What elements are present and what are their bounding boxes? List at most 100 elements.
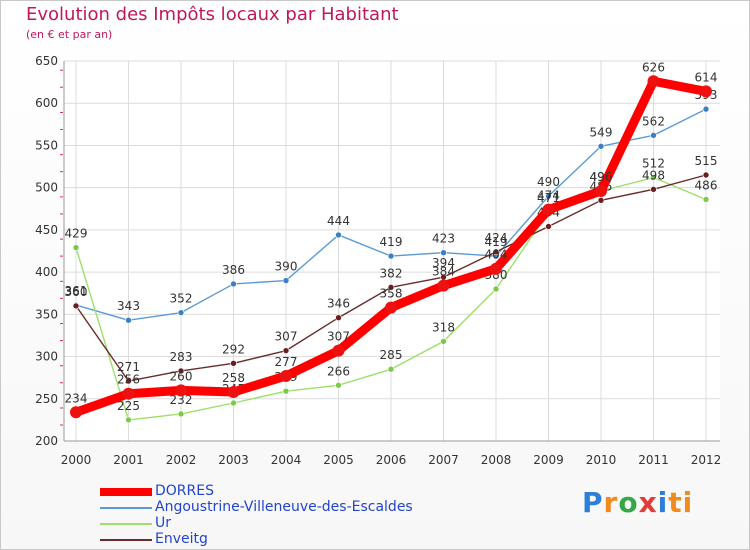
- data-point-angoustrine-villeneuve-des-escaldes: [177, 309, 185, 316]
- data-point-ur: [282, 387, 290, 395]
- data-point-enveitg: [650, 186, 657, 193]
- data-label-dorres: 258: [222, 371, 245, 385]
- plot-area: [64, 61, 720, 441]
- data-label-angoustrine-villeneuve-des-escaldes: 419: [380, 235, 403, 249]
- data-point-enveitg: [72, 302, 80, 310]
- data-point-angoustrine-villeneuve-des-escaldes: [650, 132, 657, 139]
- y-tick-label: 300: [35, 350, 58, 364]
- data-label-dorres: 358: [380, 287, 403, 301]
- data-label-dorres: 626: [642, 60, 665, 74]
- data-point-angoustrine-villeneuve-des-escaldes: [335, 231, 342, 239]
- data-label-angoustrine-villeneuve-des-escaldes: 444: [327, 214, 350, 228]
- legend-swatch: [100, 539, 152, 541]
- x-tick-label: 2004: [271, 453, 302, 467]
- data-label-dorres: 496: [590, 170, 613, 184]
- data-point-ur: [335, 381, 342, 389]
- legend-swatch: [100, 523, 152, 525]
- legend-label: Ur: [155, 515, 172, 531]
- data-point-ur: [650, 174, 657, 181]
- data-label-enveitg: 271: [117, 360, 140, 374]
- data-point-dorres: [542, 203, 555, 216]
- y-tick-label: 450: [35, 223, 58, 237]
- data-point-enveitg: [335, 314, 342, 322]
- data-label-angoustrine-villeneuve-des-escaldes: 419: [485, 235, 508, 249]
- data-label-enveitg: 424: [485, 231, 508, 245]
- data-label-dorres: 404: [485, 248, 508, 262]
- data-point-dorres: [332, 344, 345, 357]
- data-point-angoustrine-villeneuve-des-escaldes: [282, 277, 290, 284]
- legend-swatch: [100, 488, 152, 496]
- data-label-enveitg: 346: [327, 297, 350, 311]
- data-label-dorres: 474: [537, 189, 560, 203]
- data-point-ur: [492, 285, 500, 293]
- data-point-ur: [440, 338, 447, 345]
- data-label-ur: 225: [117, 399, 140, 413]
- x-tick-label: 2002: [166, 453, 197, 467]
- data-label-ur: 318: [432, 320, 455, 334]
- data-label-enveitg: 360: [65, 285, 88, 299]
- x-tick-label: 2009: [533, 453, 564, 467]
- data-point-dorres: [595, 185, 607, 198]
- data-label-enveitg: 515: [695, 154, 718, 168]
- data-label-angoustrine-villeneuve-des-escaldes: 343: [117, 299, 140, 313]
- data-point-dorres: [122, 387, 135, 400]
- data-point-angoustrine-villeneuve-des-escaldes: [545, 192, 552, 200]
- data-label-enveitg: 307: [275, 330, 298, 344]
- data-label-dorres: 234: [65, 391, 88, 405]
- data-point-dorres: [647, 75, 660, 88]
- legend-label: Angoustrine-Villeneuve-des-Escaldes: [155, 499, 413, 515]
- data-label-dorres: 614: [695, 70, 718, 84]
- data-point-angoustrine-villeneuve-des-escaldes: [440, 249, 447, 256]
- data-point-dorres: [700, 85, 712, 98]
- data-point-dorres: [280, 369, 292, 382]
- x-tick-label: 2012: [691, 453, 722, 467]
- data-label-angoustrine-villeneuve-des-escaldes: 352: [170, 292, 193, 306]
- data-label-angoustrine-villeneuve-des-escaldes: 386: [222, 263, 245, 277]
- y-tick-label: 400: [35, 265, 58, 279]
- data-point-dorres: [70, 406, 82, 419]
- y-tick-label: 600: [35, 96, 58, 110]
- data-point-dorres: [175, 384, 187, 397]
- data-label-angoustrine-villeneuve-des-escaldes: 490: [537, 175, 560, 189]
- data-point-ur: [72, 244, 80, 251]
- data-point-enveitg: [387, 284, 395, 291]
- y-tick-label: 500: [35, 181, 58, 195]
- data-point-ur: [177, 410, 185, 418]
- data-point-enveitg: [492, 248, 500, 256]
- data-label-enveitg: 283: [170, 350, 193, 364]
- x-tick-label: 2001: [113, 453, 144, 467]
- x-tick-label: 2005: [323, 453, 354, 467]
- chart-title: Evolution des Impôts locaux par Habitant: [26, 4, 399, 25]
- y-tick-label: 200: [35, 434, 58, 448]
- x-tick-label: 2007: [428, 453, 459, 467]
- data-label-enveitg: 394: [432, 256, 455, 270]
- y-tick-label: 550: [35, 138, 58, 152]
- x-tick-label: 2010: [586, 453, 617, 467]
- data-point-angoustrine-villeneuve-des-escaldes: [387, 252, 395, 260]
- data-label-ur: 429: [65, 227, 88, 241]
- data-label-ur: 471: [537, 191, 560, 205]
- data-point-ur: [387, 365, 395, 373]
- line-chart: 200 250 300 350 400 450 500 550 600 650 2000 2001 20…: [35, 54, 722, 467]
- data-label-ur: 232: [170, 393, 193, 407]
- data-label-angoustrine-villeneuve-des-escaldes: 423: [432, 232, 455, 246]
- data-label-ur: 266: [327, 364, 350, 378]
- data-label-dorres: 256: [117, 373, 140, 387]
- data-label-ur: 285: [380, 348, 403, 362]
- data-label-ur: 486: [695, 178, 718, 192]
- data-point-dorres: [227, 386, 240, 399]
- data-label-angoustrine-villeneuve-des-escaldes: 549: [590, 125, 613, 139]
- x-tick-label: 2000: [61, 453, 92, 467]
- x-tick-label: 2008: [481, 453, 512, 467]
- chart-subtitle: (en € et par an): [26, 28, 113, 41]
- data-label-enveitg: 498: [642, 168, 665, 182]
- data-point-dorres: [385, 301, 397, 314]
- data-label-dorres: 277: [275, 355, 298, 369]
- data-point-enveitg: [282, 347, 290, 354]
- data-label-dorres: 307: [327, 330, 350, 344]
- x-tick-label: 2011: [638, 453, 669, 467]
- data-label-dorres: 384: [432, 265, 455, 279]
- legend-label: Enveitg: [155, 531, 208, 547]
- data-label-enveitg: 292: [222, 342, 245, 356]
- x-tick-label: 2003: [218, 453, 249, 467]
